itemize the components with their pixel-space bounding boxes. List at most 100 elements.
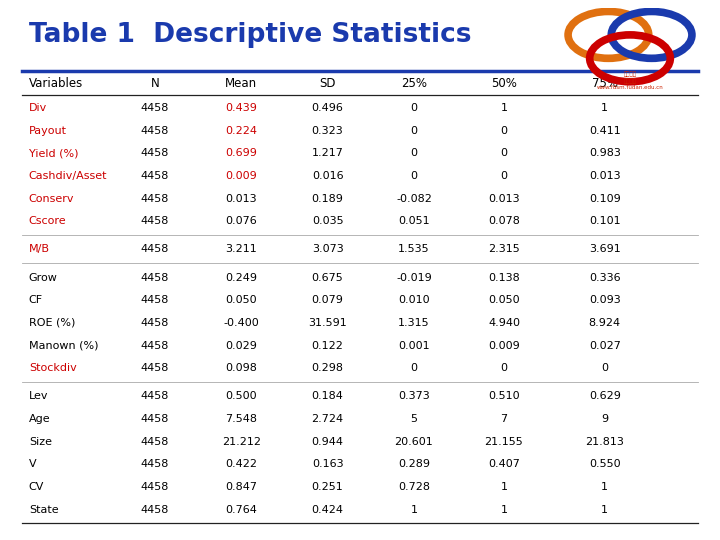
Text: 0.078: 0.078 (488, 217, 520, 226)
Text: 0.101: 0.101 (589, 217, 621, 226)
Text: 21.813: 21.813 (585, 437, 624, 447)
Text: 0.050: 0.050 (225, 295, 257, 305)
Text: 0.764: 0.764 (225, 505, 257, 515)
Text: 0.138: 0.138 (488, 273, 520, 282)
Text: 3.211: 3.211 (225, 245, 257, 254)
Text: Conserv: Conserv (29, 194, 74, 204)
Text: 1: 1 (500, 103, 508, 113)
Text: 0: 0 (410, 363, 418, 373)
Text: 复旦大学
管理学院
www.fdsm.fudan.edu.cn: 复旦大学 管理学院 www.fdsm.fudan.edu.cn (597, 71, 663, 90)
Text: 0: 0 (500, 148, 508, 158)
Text: 0.510: 0.510 (488, 392, 520, 401)
Text: 0.407: 0.407 (488, 460, 520, 469)
Text: 0.944: 0.944 (312, 437, 343, 447)
Text: 4458: 4458 (140, 414, 169, 424)
Text: 0.373: 0.373 (398, 392, 430, 401)
Text: 1.217: 1.217 (312, 148, 343, 158)
Text: 0.109: 0.109 (589, 194, 621, 204)
Text: 0.035: 0.035 (312, 217, 343, 226)
Text: 7: 7 (500, 414, 508, 424)
Text: -0.019: -0.019 (396, 273, 432, 282)
Text: N: N (150, 77, 159, 90)
Text: 4458: 4458 (140, 245, 169, 254)
Text: 3.691: 3.691 (589, 245, 621, 254)
Text: 1.315: 1.315 (398, 318, 430, 328)
Text: 0.027: 0.027 (589, 341, 621, 350)
Text: 0: 0 (410, 103, 418, 113)
Text: 0.050: 0.050 (488, 295, 520, 305)
Text: 0.424: 0.424 (312, 505, 343, 515)
Text: 20.601: 20.601 (395, 437, 433, 447)
Text: -0.400: -0.400 (223, 318, 259, 328)
Text: 0.298: 0.298 (312, 363, 343, 373)
Text: 0.675: 0.675 (312, 273, 343, 282)
Text: 0.093: 0.093 (589, 295, 621, 305)
Text: 21.155: 21.155 (485, 437, 523, 447)
Text: 1: 1 (601, 505, 608, 515)
Text: Div: Div (29, 103, 47, 113)
Text: 0.983: 0.983 (589, 148, 621, 158)
Text: Grow: Grow (29, 273, 58, 282)
Text: 75%: 75% (592, 77, 618, 90)
Text: 0: 0 (410, 126, 418, 136)
Text: Lev: Lev (29, 392, 48, 401)
Text: 0.016: 0.016 (312, 171, 343, 181)
Text: 0.013: 0.013 (589, 171, 621, 181)
Text: Mean: Mean (225, 77, 257, 90)
Text: Cscore: Cscore (29, 217, 66, 226)
Text: 0.098: 0.098 (225, 363, 257, 373)
Text: 0.249: 0.249 (225, 273, 257, 282)
Text: 0: 0 (410, 171, 418, 181)
Text: 1: 1 (601, 482, 608, 492)
Text: 0.323: 0.323 (312, 126, 343, 136)
Text: 0.163: 0.163 (312, 460, 343, 469)
Text: 0.079: 0.079 (312, 295, 343, 305)
Text: Stockdiv: Stockdiv (29, 363, 76, 373)
Text: 4458: 4458 (140, 318, 169, 328)
Text: 4458: 4458 (140, 217, 169, 226)
Text: 0: 0 (500, 171, 508, 181)
Text: 7.548: 7.548 (225, 414, 257, 424)
Text: 0: 0 (410, 148, 418, 158)
Text: 0.122: 0.122 (312, 341, 343, 350)
Text: 1: 1 (601, 103, 608, 113)
Text: 2.315: 2.315 (488, 245, 520, 254)
Text: 4458: 4458 (140, 295, 169, 305)
Text: State: State (29, 505, 58, 515)
Text: 0.289: 0.289 (398, 460, 430, 469)
Text: 1.535: 1.535 (398, 245, 430, 254)
Text: Payout: Payout (29, 126, 67, 136)
Text: 21.212: 21.212 (222, 437, 261, 447)
Text: Age: Age (29, 414, 50, 424)
Text: 4458: 4458 (140, 505, 169, 515)
Text: Manown (%): Manown (%) (29, 341, 99, 350)
Text: 0.336: 0.336 (589, 273, 621, 282)
Text: 1: 1 (500, 505, 508, 515)
Text: 0.847: 0.847 (225, 482, 257, 492)
Text: 0.500: 0.500 (225, 392, 257, 401)
Text: 0: 0 (500, 126, 508, 136)
Text: 0.013: 0.013 (225, 194, 257, 204)
Text: SD: SD (320, 77, 336, 90)
Text: 4458: 4458 (140, 171, 169, 181)
Text: 4458: 4458 (140, 363, 169, 373)
Text: 2.724: 2.724 (312, 414, 343, 424)
Text: 4458: 4458 (140, 341, 169, 350)
Text: 4458: 4458 (140, 460, 169, 469)
Text: 3.073: 3.073 (312, 245, 343, 254)
Text: 5: 5 (410, 414, 418, 424)
Text: 4458: 4458 (140, 392, 169, 401)
Text: 0.001: 0.001 (398, 341, 430, 350)
Text: 0.496: 0.496 (312, 103, 343, 113)
Text: 1: 1 (410, 505, 418, 515)
Text: 0.550: 0.550 (589, 460, 621, 469)
Text: 0.699: 0.699 (225, 148, 257, 158)
Text: 0: 0 (500, 363, 508, 373)
Text: V: V (29, 460, 37, 469)
Text: -0.082: -0.082 (396, 194, 432, 204)
Text: CV: CV (29, 482, 44, 492)
Text: 0.439: 0.439 (225, 103, 257, 113)
Text: 4458: 4458 (140, 273, 169, 282)
Text: CF: CF (29, 295, 43, 305)
Text: 0: 0 (601, 363, 608, 373)
